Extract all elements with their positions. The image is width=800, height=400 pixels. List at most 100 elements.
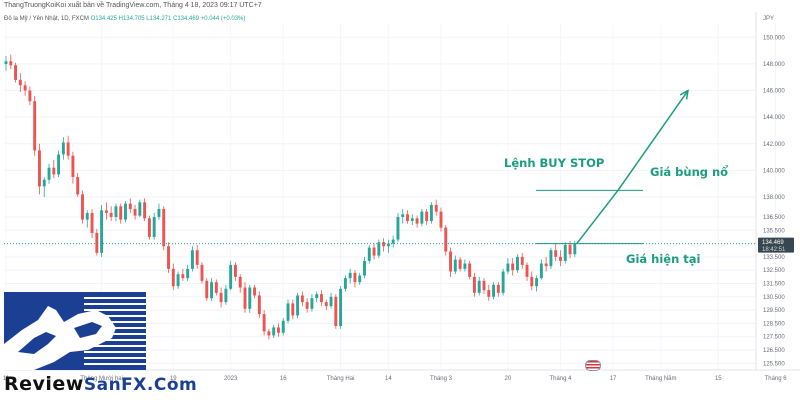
candle-body (439, 211, 443, 228)
y-tick-label: 146.000 (763, 89, 785, 95)
candle-body (57, 154, 61, 175)
candle-body (104, 210, 108, 213)
candle-body (310, 298, 314, 309)
candle (429, 202, 433, 224)
candle-body (253, 287, 257, 296)
candle-body (248, 287, 252, 309)
candle (200, 262, 204, 284)
candle-body (281, 320, 285, 333)
candle-body (291, 303, 295, 316)
candle-body (76, 177, 80, 195)
candle (42, 177, 46, 197)
candle-body (229, 264, 233, 289)
candle-body (190, 250, 194, 269)
candle-body (506, 263, 510, 272)
candle-body (401, 214, 405, 217)
candle-body (262, 314, 266, 332)
y-tick-label: 148.000 (763, 62, 785, 68)
arrow-head-icon (679, 89, 689, 100)
candle-body (339, 288, 343, 327)
candle (57, 150, 61, 178)
us-flag-icon[interactable] (585, 360, 601, 371)
candle (219, 287, 223, 308)
candle-body (453, 259, 457, 272)
symbol-legend: Đô la Mỹ / Yên Nhật, 1D, FXCM O134.425 H… (4, 16, 245, 22)
candle-body (348, 272, 352, 279)
candle (420, 208, 424, 227)
y-tick-label: 132.500 (763, 268, 785, 274)
candle-body (233, 264, 237, 277)
candle (358, 272, 362, 285)
candle (61, 137, 65, 160)
candle-body (52, 167, 56, 175)
x-tick-label: Tháng 4 (549, 376, 572, 382)
candle (33, 95, 37, 156)
candle-body (315, 294, 319, 299)
candle-body (267, 331, 271, 336)
candle-body (14, 65, 18, 80)
candle-body (535, 278, 539, 287)
candle (453, 255, 457, 275)
candle-body (449, 251, 452, 272)
candle-body (554, 250, 558, 257)
candle (300, 291, 304, 307)
candle (449, 247, 452, 277)
candle (90, 208, 94, 239)
candle-body (544, 263, 548, 267)
candle-body (9, 61, 13, 66)
y-tick-label: 129.500 (763, 308, 785, 314)
candle-body (133, 208, 137, 216)
candle (530, 271, 534, 291)
candle (516, 254, 519, 273)
brand-wordmark: ReviewSanFX.Com (4, 373, 197, 395)
candle-body (334, 296, 338, 327)
y-tick-label: 131.500 (763, 282, 785, 288)
candle-body (195, 250, 199, 265)
symbol-name[interactable]: Đô la Mỹ / Yên Nhật, 1D, FXCM (4, 16, 89, 22)
candle-body (320, 294, 323, 303)
candle (243, 282, 247, 313)
candle-body (496, 284, 500, 293)
candle (535, 275, 539, 292)
y-tick-label: 135.500 (763, 228, 785, 234)
candle (71, 151, 75, 184)
time-axis: 11 Tháng Mười hai 19 2023 16 Tháng Hai 14 Tháng… (3, 376, 787, 382)
candle (334, 294, 338, 329)
candle (463, 259, 467, 272)
candle (143, 198, 147, 221)
candle (353, 270, 357, 288)
candle-body (363, 260, 366, 276)
candle (85, 210, 89, 228)
candle (472, 272, 476, 297)
candle-body (573, 243, 577, 255)
candle (281, 318, 285, 336)
candle (238, 274, 242, 293)
candle (339, 286, 343, 329)
candle-body (530, 276, 534, 287)
candle (367, 244, 371, 264)
candle-body (343, 278, 347, 289)
y-tick-label: 130.500 (763, 295, 785, 301)
candle-body (511, 263, 515, 271)
candle (286, 299, 290, 324)
candle-body (171, 268, 175, 287)
candle (114, 203, 118, 221)
candle (444, 224, 448, 256)
x-tick-label: 19 (170, 376, 177, 382)
candle-body (563, 244, 567, 261)
candle-body (367, 247, 371, 261)
y-tick-label: 136.500 (763, 215, 785, 221)
candle-body (468, 263, 472, 277)
candle-body (425, 211, 429, 221)
candle-body (128, 203, 132, 209)
candle-body (568, 244, 572, 255)
candle-body (501, 271, 505, 293)
candle-body (119, 206, 123, 220)
candle-body (224, 288, 228, 303)
candle-body (124, 203, 127, 220)
candle (152, 212, 156, 240)
current-price-label: Giá hiện tại (626, 252, 700, 266)
candle-body (85, 212, 89, 220)
candle-body (539, 263, 543, 279)
